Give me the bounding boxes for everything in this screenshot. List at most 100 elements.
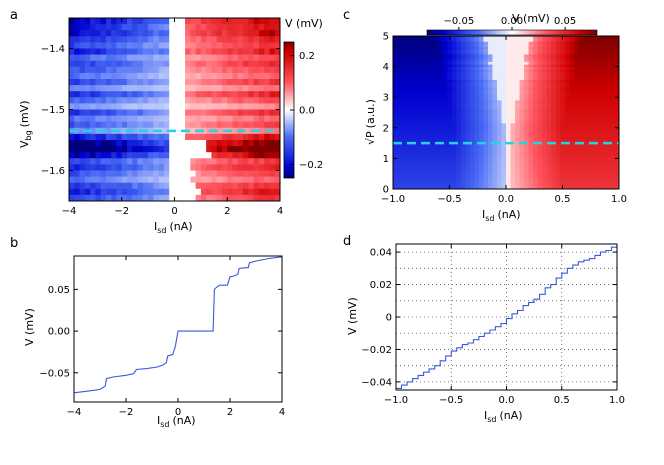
heatmap-cell <box>451 148 457 152</box>
heatmap-cell <box>142 188 149 196</box>
heatmap-cell <box>248 133 255 141</box>
heatmap-cell <box>402 79 408 83</box>
heatmap-cell <box>605 132 611 137</box>
heatmap-cell <box>460 135 466 139</box>
x-tick-label: 1.0 <box>611 194 627 205</box>
heatmap-cell <box>564 125 570 129</box>
heatmap-cell <box>551 51 557 55</box>
heatmap-cell <box>415 58 421 63</box>
heatmap-cell <box>227 85 234 92</box>
heatmap-cell <box>469 117 475 121</box>
heatmap-cell <box>487 127 494 131</box>
heatmap-cell <box>258 24 265 31</box>
heatmap-cell <box>195 30 202 37</box>
heatmap-cell <box>264 36 271 43</box>
heatmap-cell <box>429 178 435 182</box>
heatmap-cell <box>185 121 191 129</box>
heatmap-cell <box>132 48 139 56</box>
heatmap-cell <box>587 84 593 88</box>
heatmap-cell <box>560 69 566 73</box>
heatmap-cell <box>232 72 239 80</box>
heatmap-cell <box>469 143 475 147</box>
heatmap-cell <box>402 135 408 139</box>
heatmap-cell <box>469 43 475 47</box>
heatmap-cell <box>609 122 616 126</box>
heatmap-cell <box>393 122 399 126</box>
heatmap-cell <box>478 163 484 167</box>
heatmap-cell <box>105 54 112 62</box>
heatmap-cell <box>537 66 543 70</box>
heatmap-cell <box>406 107 412 111</box>
heatmap-cell <box>465 112 471 116</box>
heatmap-cell <box>185 97 191 104</box>
heatmap-cell <box>264 152 271 159</box>
heatmap-cell <box>542 79 548 83</box>
heatmap-cell <box>519 56 525 60</box>
heatmap-cell <box>524 94 530 98</box>
heatmap-cell <box>429 173 435 177</box>
heatmap-cell <box>496 46 503 50</box>
heatmap-cell <box>415 41 421 45</box>
heatmap-cell <box>483 168 489 172</box>
heatmap-cell <box>442 143 448 147</box>
heatmap-cell <box>90 194 96 201</box>
heatmap-cell <box>546 163 552 167</box>
heatmap-cell <box>474 127 480 131</box>
y-tick-label: −1.6 <box>41 166 65 177</box>
heatmap-cell <box>582 46 588 50</box>
heatmap-cell <box>519 36 525 40</box>
heatmap-cell <box>95 24 102 31</box>
heatmap-cell <box>551 148 557 152</box>
heatmap-cell <box>591 69 597 73</box>
heatmap-cell <box>79 24 86 31</box>
heatmap-cell <box>546 61 552 65</box>
heatmap-cell <box>397 138 403 142</box>
heatmap-cell <box>551 64 557 68</box>
heatmap-cell <box>519 153 525 157</box>
heatmap-cell <box>142 164 149 172</box>
heatmap-cell <box>573 186 579 189</box>
heatmap-cell <box>465 143 471 147</box>
heatmap-cell <box>216 182 223 190</box>
heatmap-cell <box>90 115 96 123</box>
heatmap-cell <box>243 36 249 43</box>
heatmap-cell <box>578 130 584 134</box>
panel-b: b −4 −2 0 2 40.050.00−0.05 Isd (nA) V (mV) <box>10 236 285 429</box>
heatmap-cell <box>100 85 107 92</box>
heatmap-cell <box>582 181 588 185</box>
heatmap-cell <box>515 130 521 134</box>
heatmap-cell <box>190 158 197 165</box>
heatmap-cell <box>258 72 265 80</box>
heatmap-cell <box>474 176 480 180</box>
heatmap-cell <box>528 132 534 137</box>
heatmap-cell <box>591 92 597 96</box>
heatmap-cell <box>397 104 403 108</box>
heatmap-cell <box>69 85 75 92</box>
heatmap-cell <box>483 79 489 83</box>
heatmap-cell <box>169 97 176 104</box>
heatmap-cell <box>95 97 102 104</box>
heatmap-cell <box>393 145 399 149</box>
heatmap-cell <box>253 48 260 56</box>
heatmap-cell <box>237 79 244 86</box>
heatmap-cell <box>406 153 412 157</box>
heatmap-cell <box>264 146 271 153</box>
heatmap-cell <box>591 94 597 98</box>
heatmap-cell <box>578 46 584 50</box>
heatmap-cell <box>221 146 228 153</box>
heatmap-cell <box>79 121 86 129</box>
heatmap-cell <box>116 133 123 141</box>
heatmap-cell <box>582 143 588 147</box>
heatmap-cell <box>487 102 494 106</box>
heatmap-cell <box>148 194 154 201</box>
heatmap-cell <box>200 91 207 98</box>
heatmap-cell <box>163 18 170 25</box>
heatmap-cell <box>206 133 213 141</box>
heatmap-cell <box>121 79 128 86</box>
heatmap-cell <box>478 99 484 103</box>
heatmap-cell <box>474 135 480 139</box>
heatmap-cell <box>510 183 516 188</box>
heatmap-cell <box>582 178 588 182</box>
heatmap-cell <box>492 109 498 114</box>
heatmap-cell <box>95 194 102 201</box>
